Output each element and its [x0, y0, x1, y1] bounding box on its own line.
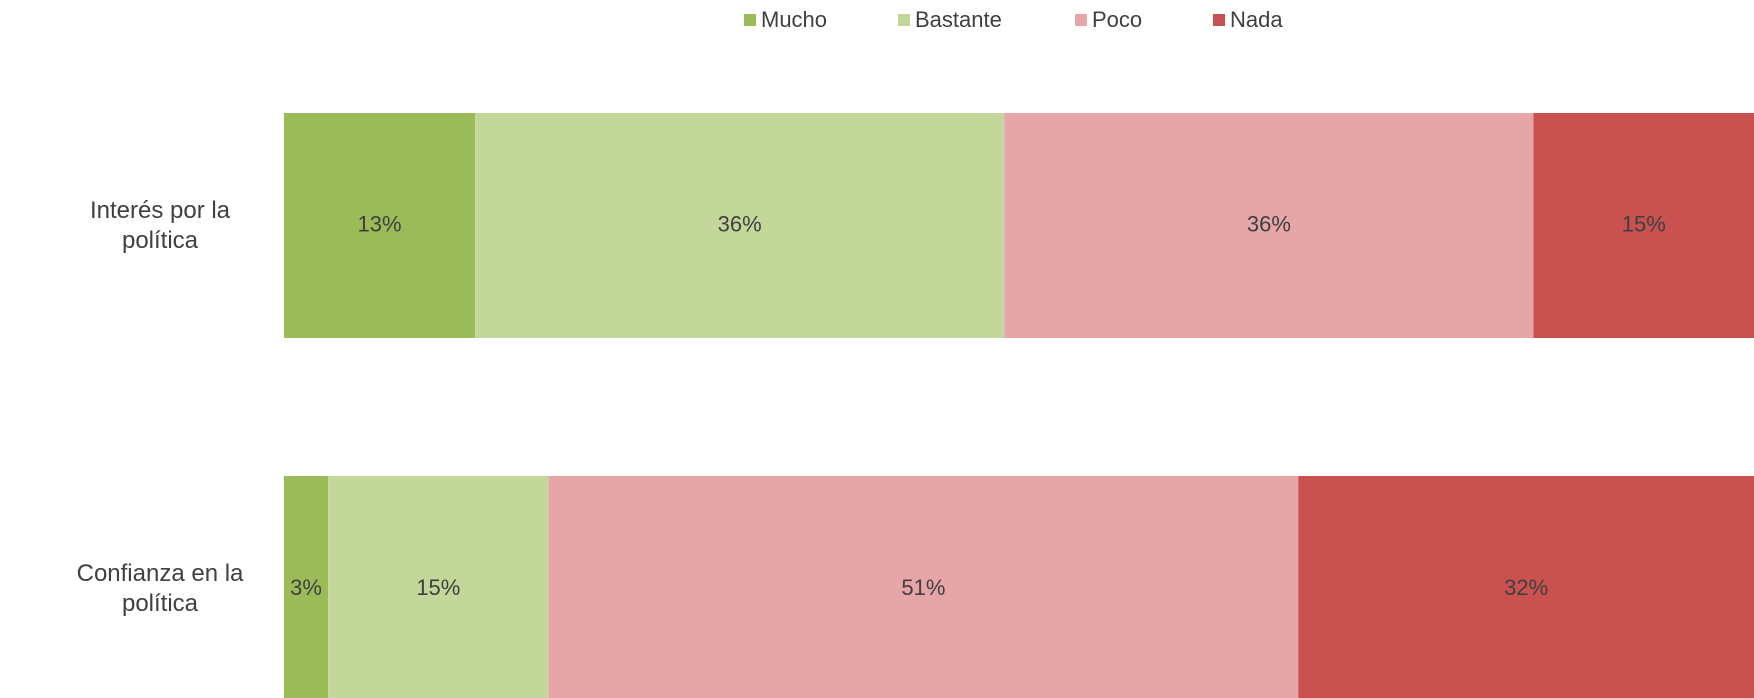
category-label: Confianza en la política	[60, 559, 260, 619]
data-label: 15%	[416, 575, 460, 600]
legend-label: Poco	[1092, 7, 1142, 32]
legend-swatch	[1075, 14, 1087, 26]
legend-label: Nada	[1230, 7, 1283, 32]
data-label: 36%	[718, 211, 762, 236]
legend-swatch	[898, 14, 910, 26]
data-label: 32%	[1504, 575, 1548, 600]
data-label: 13%	[358, 211, 402, 236]
category-text: Confianza en la política	[76, 560, 244, 617]
bar-segment	[1298, 476, 1754, 698]
legend-label: Bastante	[915, 7, 1002, 32]
bar-segment	[1533, 113, 1754, 338]
plot-area: 13% 36% 36% 15% 3% 15% 51% 32%	[284, 113, 1754, 698]
bar-segment	[1004, 113, 1534, 338]
bar-segment	[284, 476, 329, 698]
data-label: 51%	[901, 575, 945, 600]
legend-swatch	[744, 14, 756, 26]
bar-segment	[284, 113, 476, 338]
category-text: Interés por la política	[89, 196, 231, 254]
bar-segment	[548, 476, 1299, 698]
legend-label: Mucho	[761, 7, 827, 32]
data-label: 15%	[1622, 211, 1666, 236]
legend-swatch	[1213, 14, 1225, 26]
category-label: Interés por la política	[60, 196, 260, 256]
bar-segment	[328, 476, 549, 698]
bar-segment	[475, 113, 1005, 338]
data-label: 3%	[290, 575, 322, 600]
legend: Mucho Bastante Poco Nada	[744, 7, 1283, 32]
data-label: 36%	[1247, 211, 1291, 236]
